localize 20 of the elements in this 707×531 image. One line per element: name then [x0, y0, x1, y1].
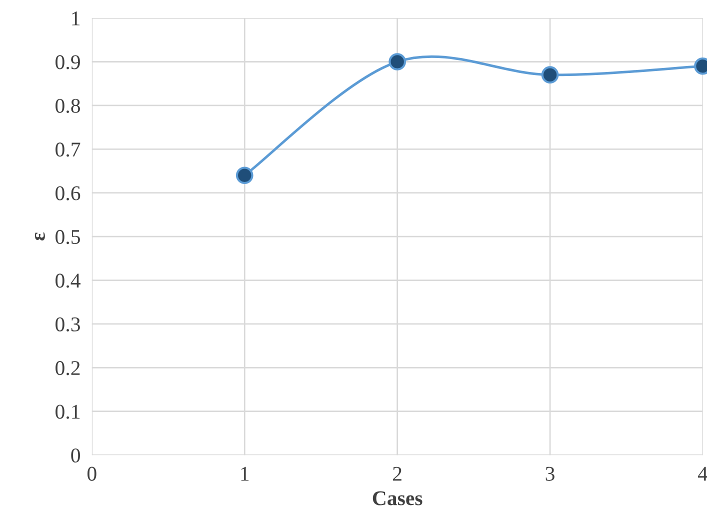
- x-tick-label: 3: [546, 466, 554, 481]
- x-tick-label: 0: [87, 466, 96, 481]
- y-tick-label: 0.4: [56, 274, 80, 288]
- x-tick-label: 2: [393, 466, 402, 481]
- y-tick-label: 0.6: [56, 186, 80, 200]
- y-tick-label: 0.7: [56, 142, 80, 157]
- point: [541, 66, 559, 84]
- y-tick-label: 0.1: [56, 404, 80, 419]
- y-tick-label: 1: [72, 12, 80, 26]
- y-tick-label: 0.3: [56, 317, 80, 332]
- point: [236, 166, 254, 184]
- y-tick-label: 0: [71, 448, 80, 462]
- x-axis-title: Cases: [372, 491, 422, 506]
- y-tick-label: 0.9: [56, 55, 80, 70]
- y-axis-title: ε: [34, 232, 45, 240]
- x-tick-label: 1: [241, 466, 249, 481]
- y-tick-label: 0.8: [56, 98, 80, 113]
- point: [388, 53, 406, 70]
- y-tick-label: 0.5: [56, 230, 80, 244]
- y-tick-label: 0.2: [56, 361, 80, 376]
